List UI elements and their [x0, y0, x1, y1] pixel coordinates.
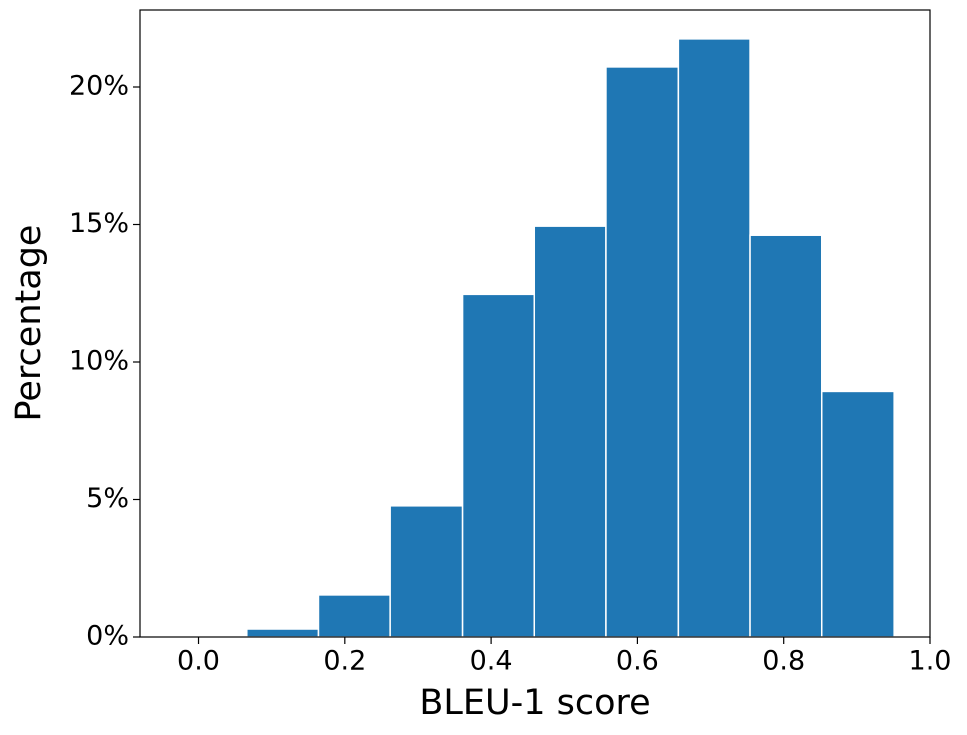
bar: [605, 66, 680, 638]
y-axis-label: Percentage: [9, 225, 49, 422]
x-tick-label: 0.6: [616, 646, 659, 677]
x-tick-label: 0.4: [470, 646, 513, 677]
bar: [677, 38, 751, 638]
y-tick-label: 0%: [86, 621, 129, 652]
x-axis-label: BLEU-1 score: [419, 683, 650, 723]
y-tick-label: 20%: [69, 71, 129, 102]
plot-frame: [139, 9, 931, 638]
bar: [389, 505, 464, 638]
bar: [749, 234, 823, 638]
bar: [317, 594, 391, 638]
x-tick-label: 0.2: [323, 646, 366, 677]
bar: [820, 390, 895, 638]
x-tick-label: 0.8: [762, 646, 805, 677]
x-tick-label: 0.0: [177, 646, 220, 677]
y-tick-label: 5%: [86, 483, 129, 514]
y-tick-label: 10%: [69, 346, 129, 377]
bar: [533, 225, 607, 638]
y-tick-label: 15%: [69, 208, 129, 239]
bar: [246, 628, 320, 638]
x-tick-label: 1.0: [909, 646, 952, 677]
bar: [461, 293, 536, 638]
